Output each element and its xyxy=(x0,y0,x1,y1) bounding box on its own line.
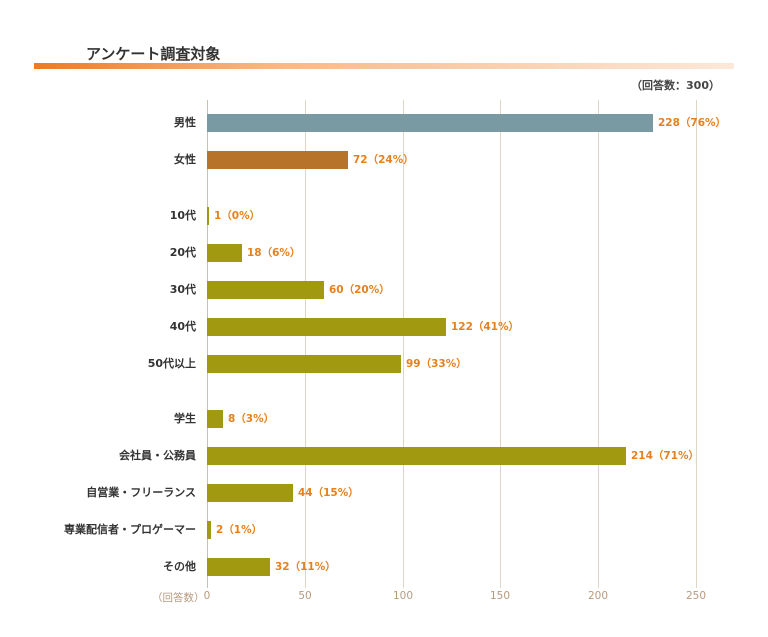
x-tick-label: 100 xyxy=(392,590,414,602)
category-label: 女性 xyxy=(174,153,196,166)
gridline-100 xyxy=(403,100,404,588)
category-label: 50代以上 xyxy=(147,357,196,370)
title-underline xyxy=(34,63,734,69)
bar-occupation xyxy=(207,447,626,465)
category-label: 自営業・フリーランス xyxy=(86,486,196,499)
data-label: 99（33%） xyxy=(406,358,467,370)
category-label: 会社員・公務員 xyxy=(119,449,196,462)
data-label: 32（11%） xyxy=(275,561,336,573)
category-label: 30代 xyxy=(169,283,196,296)
bar-age xyxy=(207,244,242,262)
data-label: 72（24%） xyxy=(353,154,414,166)
bar-age xyxy=(207,355,401,373)
data-label: 8（3%） xyxy=(228,413,275,425)
gridline-50 xyxy=(305,100,306,588)
bar-gender xyxy=(207,151,348,169)
category-label: 男性 xyxy=(174,116,196,129)
x-tick-label: 150 xyxy=(489,590,511,602)
data-label: 18（6%） xyxy=(247,247,301,259)
bar-age xyxy=(207,318,446,336)
gridline-150 xyxy=(500,100,501,588)
data-label: 60（20%） xyxy=(329,284,390,296)
chart-title: アンケート調査対象 xyxy=(86,45,221,63)
data-label: 122（41%） xyxy=(451,321,520,333)
data-label: 228（76%） xyxy=(658,117,727,129)
bar-occupation xyxy=(207,558,270,576)
category-label: その他 xyxy=(163,560,196,573)
bar-occupation xyxy=(207,410,223,428)
respondent-count: （回答数：300） xyxy=(631,79,720,92)
bar-gender xyxy=(207,114,653,132)
x-axis-label: （回答数） xyxy=(152,592,205,604)
data-label: 214（71%） xyxy=(631,450,700,462)
data-label: 44（15%） xyxy=(298,487,359,499)
bar-occupation xyxy=(207,484,293,502)
gridline-0 xyxy=(207,100,208,588)
category-label: 学生 xyxy=(174,412,196,425)
x-tick-label: 250 xyxy=(685,590,707,602)
x-tick-label: 200 xyxy=(587,590,609,602)
bar-age xyxy=(207,281,324,299)
x-tick-label: 50 xyxy=(298,590,312,602)
bar-age xyxy=(207,207,209,225)
category-label: 40代 xyxy=(169,320,196,333)
category-label: 専業配信者・プロゲーマー xyxy=(64,523,196,536)
category-label: 20代 xyxy=(169,246,196,259)
category-label: 10代 xyxy=(169,209,196,222)
x-tick-label: 0 xyxy=(203,590,211,602)
data-label: 1（0%） xyxy=(214,210,261,222)
data-label: 2（1%） xyxy=(216,524,263,536)
bar-occupation xyxy=(207,521,211,539)
gridline-200 xyxy=(598,100,599,588)
gridline-250 xyxy=(696,100,697,588)
